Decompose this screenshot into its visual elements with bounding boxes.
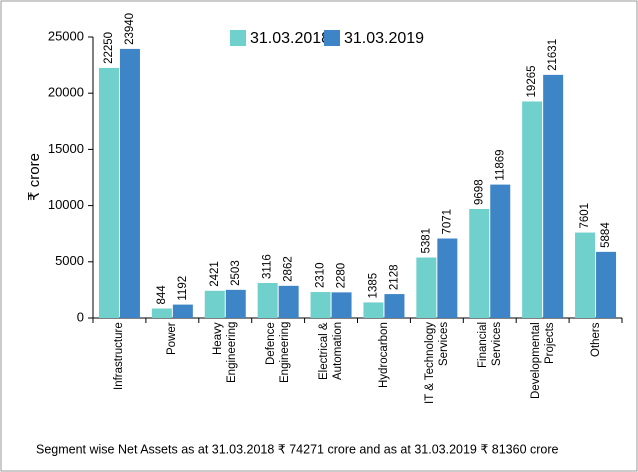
x-tick-label: Financial Services bbox=[476, 322, 503, 369]
x-tick-label: Infrastructure bbox=[113, 322, 126, 390]
data-label: 844 bbox=[156, 285, 168, 305]
bar bbox=[331, 292, 352, 318]
legend-label: 31.03.2018 bbox=[250, 30, 330, 47]
data-label: 3116 bbox=[262, 254, 274, 279]
data-label: 2862 bbox=[283, 256, 295, 282]
bar bbox=[469, 208, 490, 318]
bar bbox=[575, 232, 596, 318]
data-label: 21631 bbox=[547, 39, 559, 71]
x-tick-label: Heavy Engineering bbox=[212, 322, 239, 384]
data-label: 7601 bbox=[579, 203, 591, 229]
y-axis-label: ₹ crore bbox=[26, 153, 43, 201]
legend-swatch bbox=[324, 30, 340, 46]
data-label: 2503 bbox=[230, 260, 242, 286]
bar bbox=[384, 294, 405, 318]
bar bbox=[204, 290, 225, 318]
bar bbox=[172, 304, 193, 318]
data-label: 1385 bbox=[367, 273, 379, 299]
note: Segment wise Net Assets as at 31.03.2018… bbox=[36, 442, 559, 456]
y-tick-label: 20000 bbox=[48, 85, 84, 100]
data-label: 19265 bbox=[526, 65, 538, 97]
bar bbox=[225, 289, 246, 318]
data-label: 1192 bbox=[177, 276, 189, 301]
bar bbox=[522, 101, 543, 319]
data-label: 2128 bbox=[388, 264, 400, 290]
bar bbox=[543, 74, 564, 319]
bar bbox=[278, 285, 299, 318]
data-label: 11869 bbox=[494, 149, 506, 180]
x-tick-label: Hydrocarbon bbox=[377, 322, 390, 388]
x-tick-label: Others bbox=[589, 322, 602, 357]
legend-swatch bbox=[230, 30, 246, 46]
x-tick-label: Electrical & Automation bbox=[318, 322, 345, 381]
data-label: 23940 bbox=[124, 13, 136, 45]
data-label: 7071 bbox=[441, 209, 453, 235]
y-tick-label: 15000 bbox=[48, 141, 84, 156]
data-label: 2310 bbox=[315, 262, 327, 288]
bar bbox=[119, 48, 140, 318]
data-label: 2421 bbox=[209, 261, 221, 287]
y-tick-label: 5000 bbox=[55, 253, 84, 268]
bar bbox=[98, 67, 119, 318]
data-label: 9698 bbox=[473, 179, 485, 205]
data-label: 22250 bbox=[103, 32, 115, 64]
data-label: 2280 bbox=[336, 263, 348, 289]
bar bbox=[363, 302, 384, 318]
y-tick-label: 25000 bbox=[48, 28, 84, 43]
y-tick-label: 0 bbox=[77, 309, 84, 324]
bar bbox=[151, 308, 172, 318]
bar bbox=[310, 292, 331, 318]
bar bbox=[437, 238, 458, 318]
data-label: 5381 bbox=[420, 228, 432, 254]
x-tick-label: Power bbox=[166, 322, 179, 355]
x-tick-label: Defence Engineering bbox=[265, 322, 292, 384]
x-tick-label: IT & Technology Services bbox=[423, 322, 450, 405]
bar bbox=[257, 282, 278, 318]
y-tick-label: 10000 bbox=[48, 197, 84, 212]
bar bbox=[596, 251, 617, 318]
bar bbox=[490, 184, 511, 318]
bar bbox=[416, 257, 437, 318]
legend-label: 31.03.2019 bbox=[344, 30, 424, 47]
data-label: 5884 bbox=[600, 222, 612, 248]
x-tick-label: Developmental Projects bbox=[529, 322, 556, 399]
